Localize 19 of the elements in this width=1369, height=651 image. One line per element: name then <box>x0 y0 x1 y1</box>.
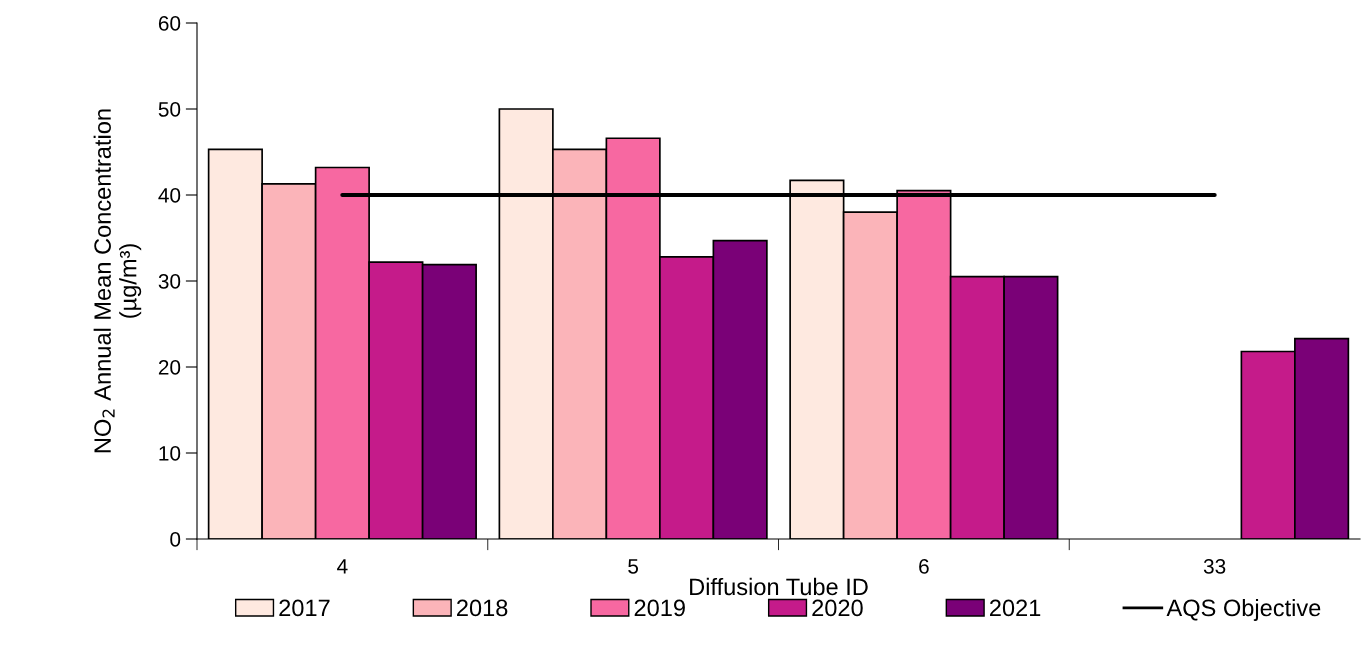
legend-label: 2019 <box>634 599 685 617</box>
legend-label: 2020 <box>812 599 863 617</box>
x-tick-label: 5 <box>628 559 639 574</box>
x-tick-label: 6 <box>919 558 929 574</box>
y-tick-label: 60 <box>158 16 181 31</box>
y-tick-label: 10 <box>159 446 181 461</box>
y-tick-label: 0 <box>170 532 181 547</box>
x-axis-title: Diffusion Tube ID <box>690 577 868 596</box>
x-tick-label: 4 <box>337 559 348 574</box>
legend-label: 2017 <box>279 599 330 617</box>
y-tick-label: 50 <box>158 102 181 117</box>
y-tick-label: 40 <box>158 188 181 203</box>
y-axis-title: NO$_{2}$ Annual Mean Concentration (µg/m³) <box>93 109 142 453</box>
legend-label: AQS Objective <box>1166 598 1321 621</box>
y-tick-label: 30 <box>158 274 181 289</box>
legend-label: 2021 <box>990 599 1041 617</box>
legend-label: 2018 <box>457 599 508 617</box>
x-tick-label: 33 <box>1203 558 1226 574</box>
y-tick-label: 20 <box>158 360 181 375</box>
